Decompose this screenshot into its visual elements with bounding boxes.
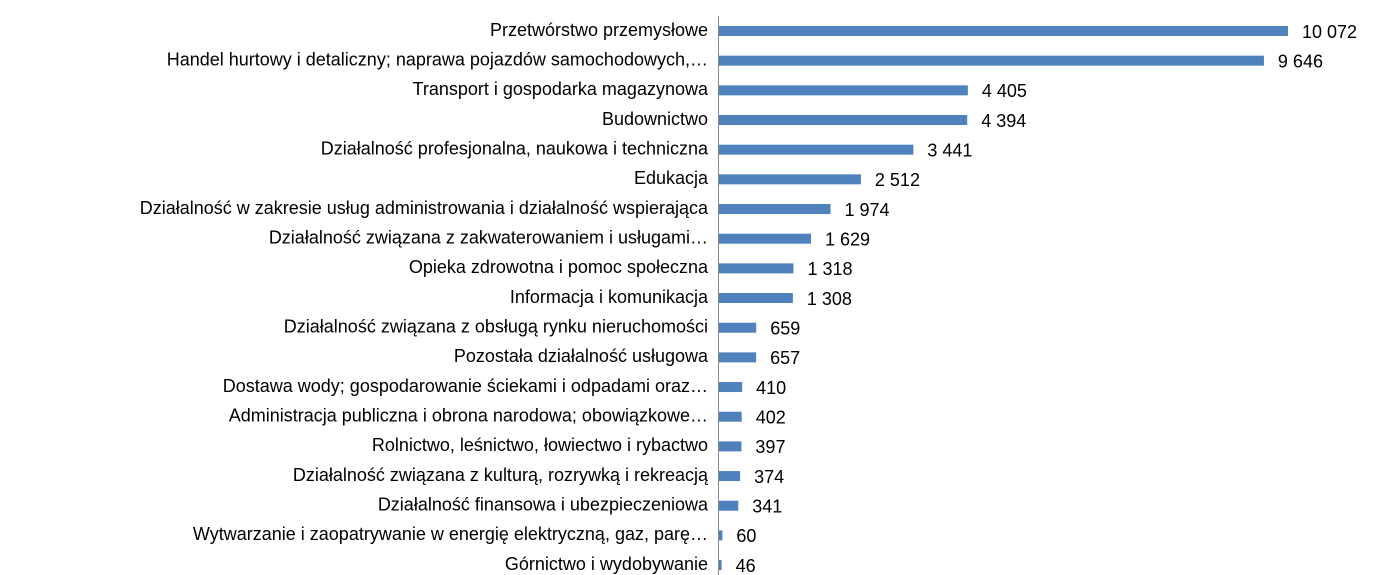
category-label: Dostawa wody; gospodarowanie ściekami i … bbox=[223, 376, 708, 396]
value-label: 9 646 bbox=[1278, 51, 1323, 71]
value-label: 10 072 bbox=[1302, 22, 1357, 42]
value-label: 374 bbox=[754, 467, 784, 487]
value-label: 657 bbox=[770, 348, 800, 368]
bar bbox=[719, 174, 861, 185]
category-label: Działalność związana z zakwaterowaniem i… bbox=[269, 227, 708, 247]
bar bbox=[719, 411, 742, 422]
category-label: Rolnictwo, leśnictwo, łowiectwo i rybact… bbox=[372, 435, 708, 455]
value-label: 1 308 bbox=[807, 289, 852, 309]
bar bbox=[719, 441, 742, 452]
category-label: Działalność związana z obsługą rynku nie… bbox=[284, 316, 708, 336]
value-label: 4 394 bbox=[981, 111, 1026, 131]
bar bbox=[719, 560, 722, 571]
category-label: Opieka zdrowotna i pomoc społeczna bbox=[409, 257, 709, 277]
bar bbox=[719, 233, 812, 244]
value-label: 3 441 bbox=[927, 140, 972, 160]
bar bbox=[719, 115, 968, 126]
bar bbox=[719, 85, 968, 96]
value-label: 1 974 bbox=[845, 200, 890, 220]
category-label: Budownictwo bbox=[602, 109, 708, 129]
bar bbox=[719, 530, 723, 541]
category-label: Informacja i komunikacja bbox=[510, 287, 709, 307]
value-label: 410 bbox=[756, 378, 786, 398]
bar bbox=[719, 144, 914, 155]
category-label: Działalność profesjonalna, naukowa i tec… bbox=[321, 138, 709, 158]
category-label: Działalność w zakresie usług administrow… bbox=[140, 198, 709, 218]
category-label: Transport i gospodarka magazynowa bbox=[413, 79, 709, 99]
bar bbox=[719, 382, 743, 393]
bar bbox=[719, 263, 794, 274]
value-label: 402 bbox=[756, 407, 786, 427]
value-label: 60 bbox=[736, 526, 756, 546]
value-label: 341 bbox=[752, 496, 782, 516]
bar bbox=[719, 471, 741, 482]
value-label: 659 bbox=[770, 318, 800, 338]
bar bbox=[719, 322, 757, 333]
category-label: Handel hurtowy i detaliczny; naprawa poj… bbox=[167, 49, 708, 69]
bar bbox=[719, 55, 1264, 66]
value-label: 2 512 bbox=[875, 170, 920, 190]
value-label: 46 bbox=[736, 556, 756, 575]
category-label: Przetwórstwo przemysłowe bbox=[490, 20, 708, 40]
category-label: Wytwarzanie i zaopatrywanie w energię el… bbox=[193, 524, 708, 544]
category-label: Pozostała działalność usługowa bbox=[454, 346, 709, 366]
bar bbox=[719, 500, 739, 511]
bar bbox=[719, 26, 1288, 36]
value-label: 4 405 bbox=[982, 81, 1027, 101]
category-label: Edukacja bbox=[634, 168, 709, 188]
value-label: 397 bbox=[755, 437, 785, 457]
value-label: 1 629 bbox=[825, 229, 870, 249]
bar bbox=[719, 204, 831, 215]
bar bbox=[719, 352, 757, 363]
category-label: Administracja publiczna i obrona narodow… bbox=[229, 405, 708, 425]
category-label: Działalność związana z kulturą, rozrywką… bbox=[293, 465, 709, 485]
bar bbox=[719, 293, 793, 304]
category-label: Działalność finansowa i ubezpieczeniowa bbox=[378, 494, 709, 514]
category-label: Górnictwo i wydobywanie bbox=[505, 554, 708, 574]
value-label: 1 318 bbox=[807, 259, 852, 279]
